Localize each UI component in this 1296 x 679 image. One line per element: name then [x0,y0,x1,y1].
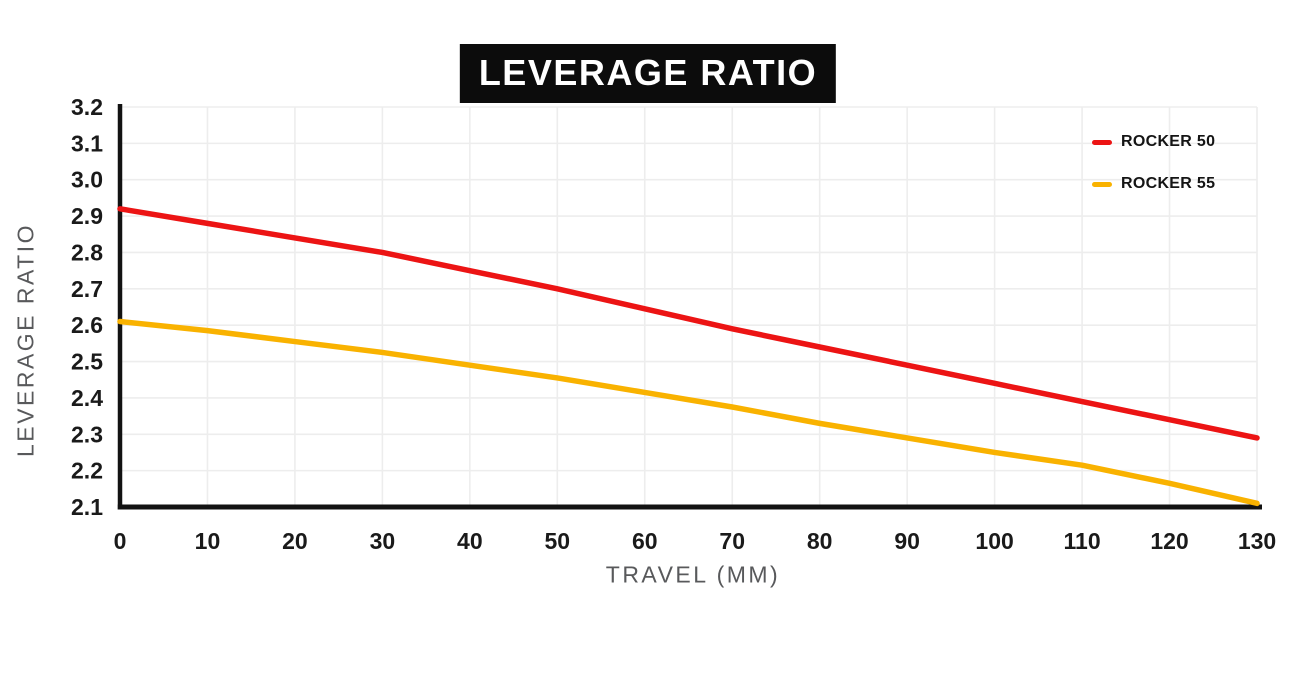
svg-text:20: 20 [282,528,308,554]
svg-text:80: 80 [807,528,833,554]
y-axis-title: LEVERAGE RATIO [12,223,39,457]
rocker-55-swatch-icon [1092,181,1112,187]
svg-text:2.5: 2.5 [71,349,103,375]
svg-text:120: 120 [1150,528,1188,554]
svg-text:60: 60 [632,528,658,554]
svg-text:2.9: 2.9 [71,203,103,229]
svg-text:30: 30 [370,528,396,554]
svg-text:100: 100 [975,528,1013,554]
svg-text:110: 110 [1064,528,1101,554]
svg-text:2.1: 2.1 [71,494,103,520]
chart-title: LEVERAGE RATIO [459,44,837,103]
rocker-50-swatch-icon [1092,139,1112,145]
svg-text:3.2: 3.2 [71,94,103,120]
svg-text:3.0: 3.0 [71,167,103,193]
svg-text:130: 130 [1238,528,1276,554]
x-axis-title: TRAVEL (MM) [605,561,781,588]
svg-text:10: 10 [195,528,221,554]
legend: ROCKER 50 ROCKER 55 [1092,131,1215,215]
legend-label-rocker-55: ROCKER 55 [1121,175,1216,192]
svg-text:2.8: 2.8 [71,239,103,265]
svg-text:3.1: 3.1 [71,130,103,156]
legend-item-rocker-55: ROCKER 55 [1092,173,1215,195]
svg-text:2.3: 2.3 [71,421,103,447]
svg-text:0: 0 [114,528,127,554]
svg-text:40: 40 [457,528,483,554]
svg-text:70: 70 [719,528,745,554]
svg-text:2.2: 2.2 [71,458,103,484]
legend-item-rocker-50: ROCKER 50 [1092,131,1215,153]
legend-label-rocker-50: ROCKER 50 [1121,133,1216,150]
svg-text:2.7: 2.7 [71,276,103,302]
svg-text:2.6: 2.6 [71,312,103,338]
svg-text:2.4: 2.4 [71,385,103,411]
svg-text:90: 90 [894,528,920,554]
svg-text:50: 50 [545,528,571,554]
